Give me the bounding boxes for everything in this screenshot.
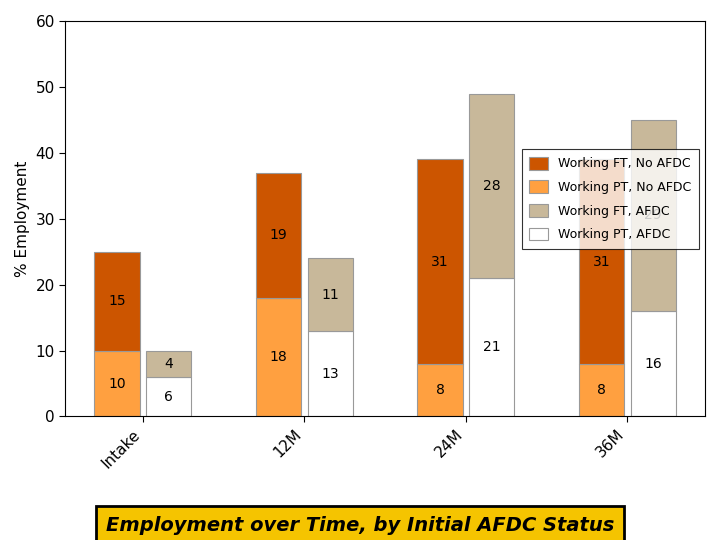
Bar (579, 159, 624, 364)
Text: 15: 15 (108, 294, 126, 308)
Text: 21: 21 (483, 340, 500, 354)
Text: 18: 18 (270, 350, 287, 364)
Bar (469, 93, 514, 278)
Text: 16: 16 (644, 357, 662, 371)
Y-axis label: % Employment: % Employment (15, 160, 30, 277)
Text: 10: 10 (108, 376, 126, 390)
Text: 19: 19 (270, 228, 287, 242)
Text: 29: 29 (644, 208, 662, 222)
Bar (631, 311, 676, 416)
Text: 28: 28 (483, 179, 500, 193)
Text: 31: 31 (431, 254, 449, 268)
Bar (418, 364, 463, 416)
Bar (94, 350, 140, 416)
Text: 8: 8 (436, 383, 444, 397)
Bar (94, 252, 140, 350)
Text: 13: 13 (321, 367, 339, 381)
Bar (146, 377, 192, 416)
Bar (256, 173, 301, 298)
Legend: Working FT, No AFDC, Working PT, No AFDC, Working FT, AFDC, Working PT, AFDC: Working FT, No AFDC, Working PT, No AFDC… (522, 149, 698, 249)
Bar (469, 278, 514, 416)
Text: Employment over Time, by Initial AFDC Status: Employment over Time, by Initial AFDC St… (106, 516, 614, 535)
Bar (307, 258, 353, 331)
Bar (307, 331, 353, 416)
Text: 11: 11 (321, 287, 339, 301)
Text: 8: 8 (597, 383, 606, 397)
Bar (418, 159, 463, 364)
Bar (146, 350, 192, 377)
Bar (631, 120, 676, 311)
Bar (256, 298, 301, 416)
Text: 31: 31 (593, 254, 611, 268)
Text: 6: 6 (164, 390, 174, 404)
Text: 4: 4 (164, 357, 173, 371)
Bar (579, 364, 624, 416)
